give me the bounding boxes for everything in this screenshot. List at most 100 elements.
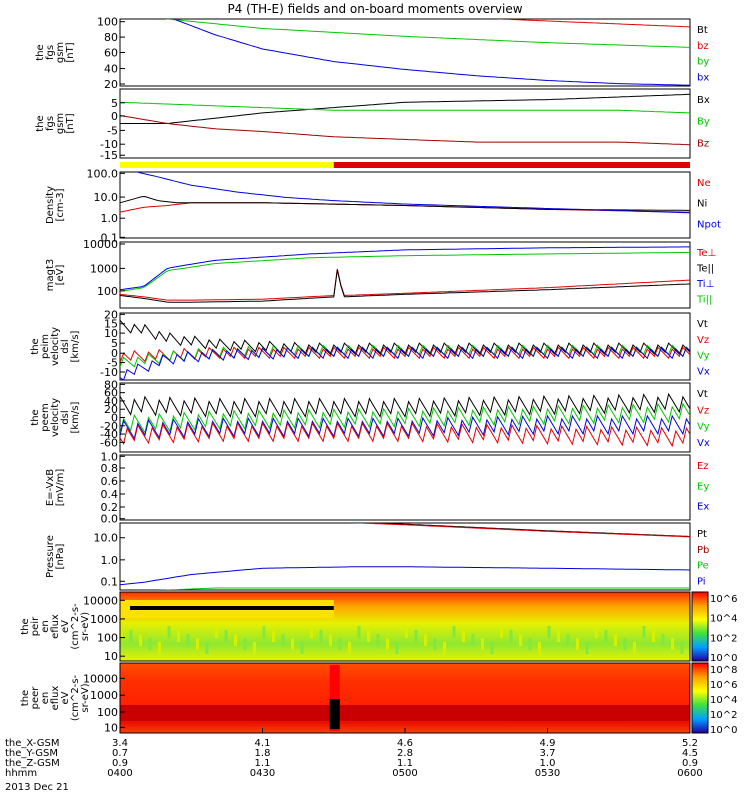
heatmap-streak bbox=[253, 642, 256, 654]
heatmap-streak bbox=[196, 638, 199, 650]
heatmap-streak bbox=[623, 638, 627, 650]
y-axis-label: velocity bbox=[50, 327, 61, 366]
heatmap-streak bbox=[490, 642, 494, 654]
x-row-value: 0400 bbox=[107, 768, 132, 779]
y-axis-label: peir bbox=[30, 616, 41, 636]
y-tick-label: 10.0 bbox=[94, 532, 119, 545]
y-axis-label: sr-eV) bbox=[80, 683, 91, 712]
y-axis-label: the bbox=[30, 338, 41, 354]
y-tick-label: 1000 bbox=[90, 262, 118, 275]
y-tick-label: 15 bbox=[104, 318, 118, 331]
legend-Vx: Vx bbox=[697, 438, 710, 449]
y-tick-label: 60 bbox=[104, 47, 118, 60]
legend-Vy: Vy bbox=[697, 351, 710, 362]
heatmap-streak bbox=[462, 630, 465, 642]
legend-Ne: Ne bbox=[697, 178, 711, 189]
y-tick-label: 0.6 bbox=[101, 475, 119, 488]
legend-Ez: Ez bbox=[697, 461, 709, 472]
panel-density: Ne Ni Npot 100.0 10.0 1.0 0.1 Density [cm-3] bbox=[45, 167, 721, 244]
x-row-value: 4.9 bbox=[540, 738, 556, 749]
heatmap-streak bbox=[338, 638, 342, 650]
heatmap-streak bbox=[148, 638, 152, 650]
colorbar-label: 10^6 bbox=[710, 680, 737, 691]
heatmap-streak bbox=[671, 638, 674, 650]
heatmap-streak bbox=[509, 630, 513, 642]
legend-Ti⊥: Ti⊥ bbox=[696, 279, 714, 290]
y-axis-label: eflux bbox=[50, 614, 61, 639]
series-line-Pi bbox=[120, 566, 690, 586]
heatmap-streak bbox=[281, 634, 285, 646]
legend-Vt: Vt bbox=[697, 389, 708, 400]
y-tick-label: 1.0 bbox=[101, 554, 119, 567]
x-row-value: 1.0 bbox=[540, 758, 556, 769]
heatmap-streak bbox=[215, 626, 218, 638]
heatmap-streak bbox=[272, 630, 275, 642]
heatmap-streak bbox=[614, 634, 617, 646]
legend-Ni: Ni bbox=[697, 199, 707, 210]
x-row-value: 1.1 bbox=[255, 758, 271, 769]
y-tick-label: 10 bbox=[104, 650, 118, 663]
series-line-Pe bbox=[157, 587, 690, 590]
heatmap-band bbox=[120, 705, 690, 721]
heatmap-streak bbox=[262, 626, 266, 638]
series-line-Te|| bbox=[120, 269, 690, 303]
heatmap-streak bbox=[139, 634, 142, 646]
y-axis-label: the bbox=[20, 618, 31, 634]
x-row-value: 0530 bbox=[535, 768, 560, 779]
y-axis-label: dsl bbox=[60, 410, 71, 424]
colorbar-label: 10^0 bbox=[710, 725, 737, 736]
legend-bx: bx bbox=[697, 72, 709, 83]
y-tick-label: 10000 bbox=[83, 238, 118, 251]
y-axis-label: velocity bbox=[50, 398, 61, 437]
series-line-Ti⊥ bbox=[120, 246, 690, 291]
x-row-value: 0430 bbox=[250, 768, 275, 779]
y-tick-label: 10000 bbox=[83, 672, 118, 685]
heatmap-streak bbox=[443, 642, 446, 654]
y-axis-label: [eV] bbox=[55, 265, 66, 286]
y-tick-label: 1000 bbox=[90, 613, 118, 626]
legend-Bz: Bz bbox=[697, 138, 709, 149]
y-axis-label: dsl bbox=[60, 339, 71, 353]
heatmap-streak bbox=[633, 642, 636, 654]
y-axis-label: E=-VxB bbox=[45, 469, 56, 506]
y-tick-label: 0.2 bbox=[101, 501, 119, 514]
heatmap-streak bbox=[452, 626, 456, 638]
legend-Bt: Bt bbox=[697, 25, 708, 36]
y-axis-label: gsm bbox=[55, 113, 66, 134]
legend-Ti||: Ti|| bbox=[696, 295, 712, 306]
y-axis-label: [mV/m] bbox=[55, 469, 66, 507]
y-tick-label: 0.4 bbox=[101, 488, 119, 501]
panel-fgs_gsm: Bt bz by bx 100 80 60 40 20 the fgs gsm [nT] bbox=[35, 16, 709, 91]
series-line-Te⊥ bbox=[120, 268, 690, 301]
heatmap-streak bbox=[471, 634, 475, 646]
y-tick-label: 100 bbox=[97, 16, 118, 29]
heatmap-streak bbox=[167, 626, 171, 638]
series-line-Vy bbox=[120, 402, 690, 435]
series-line-by bbox=[164, 19, 690, 48]
panel-frame bbox=[119, 454, 691, 521]
heatmap-streak bbox=[376, 634, 380, 646]
y-axis-label: sr-eV) bbox=[80, 612, 91, 641]
heatmap-streak bbox=[481, 638, 484, 650]
heatmap-streak bbox=[367, 630, 370, 642]
series-line-Bt bbox=[494, 19, 690, 28]
x-row-label: hhmm bbox=[5, 768, 37, 779]
y-tick-label: -60 bbox=[100, 436, 118, 449]
heatmap-streak bbox=[528, 638, 532, 650]
y-axis-label: (cm^2-s- bbox=[70, 674, 81, 721]
y-axis-label: (cm^2-s- bbox=[70, 603, 81, 650]
heatmap-streak bbox=[519, 634, 522, 646]
series-line-Bx bbox=[120, 93, 690, 124]
series-line-Vt bbox=[120, 392, 690, 418]
y-axis-label: peer bbox=[30, 686, 41, 710]
legend-Vz: Vz bbox=[697, 405, 709, 416]
y-axis-label: fgs bbox=[45, 116, 56, 131]
y-tick-label: 80 bbox=[104, 31, 118, 44]
y-axis-label: the bbox=[30, 409, 41, 425]
heatmap-streak bbox=[405, 626, 408, 638]
colorbar-label: 10^4 bbox=[710, 695, 737, 706]
series-line-Bz bbox=[120, 115, 690, 146]
heatmap-streak bbox=[186, 634, 190, 646]
legend-Ex: Ex bbox=[697, 502, 709, 513]
